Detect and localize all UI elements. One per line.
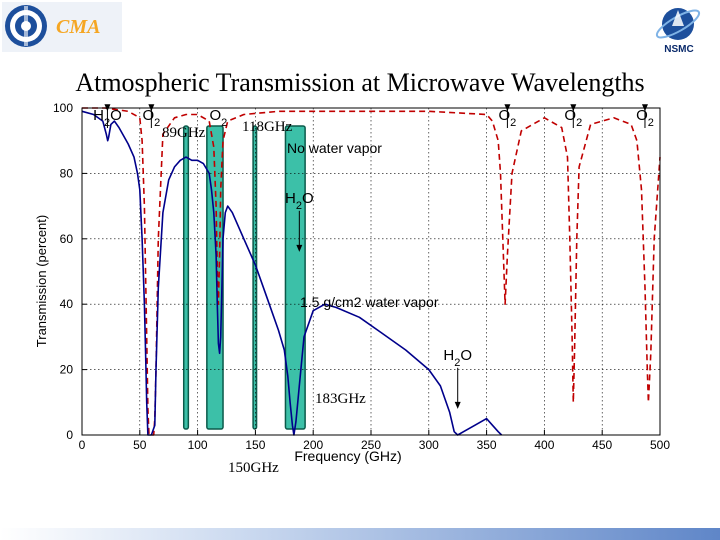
- h2o-arrow-head: [104, 104, 111, 112]
- h2o-label: H2O: [443, 347, 472, 369]
- x-tick-label: 100: [188, 438, 208, 452]
- transmission-chart: Transmission (percent) Frequency (GHz) 0…: [34, 101, 670, 476]
- nsmc-logo: NSMC: [655, 8, 701, 55]
- x-axis-label: Frequency (GHz): [294, 448, 401, 464]
- y-tick-label: 80: [60, 166, 74, 180]
- grid-layer: [82, 108, 660, 435]
- y-axis-label: Transmission (percent): [34, 215, 49, 347]
- o2-label: O2: [142, 107, 160, 129]
- x-tick-label: 300: [419, 438, 439, 452]
- frequency-band: [252, 125, 258, 430]
- label-183ghz: 183GHz: [315, 391, 366, 407]
- y-tick-label: 100: [53, 101, 73, 115]
- h2o-arrow-head: [296, 244, 303, 252]
- o2-label: O2: [564, 107, 582, 129]
- o2-label: O2: [210, 107, 228, 129]
- x-tick-label: 0: [79, 438, 86, 452]
- o2-label: O2: [636, 107, 654, 129]
- footer-band: [0, 528, 720, 540]
- o2-arrow-head: [148, 104, 155, 112]
- nsmc-logo-text: NSMC: [664, 44, 693, 55]
- o2-arrow-head: [504, 104, 511, 112]
- o2-arrow-head: [570, 104, 577, 112]
- cma-logo-text: CMA: [56, 16, 100, 38]
- x-tick-label: 50: [133, 438, 147, 452]
- x-tick-label: 250: [361, 438, 381, 452]
- y-tick-label: 40: [60, 297, 74, 311]
- x-tick-label: 500: [650, 438, 670, 452]
- y-tick-label: 0: [66, 428, 73, 442]
- series-layer: [81, 107, 661, 436]
- label-water-vapor: 1.5 g/cm2 water vapor: [300, 294, 439, 310]
- label-no-water-vapor: No water vapor: [287, 140, 382, 156]
- x-tick-label: 400: [534, 438, 554, 452]
- x-tick-label: 200: [303, 438, 323, 452]
- label-89ghz: 89GHz: [162, 125, 206, 141]
- series-water-vapor: [81, 110, 503, 436]
- x-tick-label: 450: [592, 438, 612, 452]
- y-tick-label: 60: [60, 232, 74, 246]
- axes-layer: Transmission (percent) Frequency (GHz) 0…: [34, 101, 670, 464]
- annotations-layer: No water vapor 1.5 g/cm2 water vapor 89G…: [93, 104, 654, 476]
- series-no-water-vapor: [82, 107, 661, 436]
- label-150ghz: 150GHz: [228, 460, 279, 476]
- o2-label: O2: [499, 107, 517, 129]
- bands-layer: [182, 125, 306, 430]
- y-tick-label: 20: [60, 363, 74, 377]
- x-tick-label: 150: [245, 438, 265, 452]
- h2o-label: H2O: [285, 190, 314, 212]
- label-118ghz: 118GHz: [242, 119, 293, 135]
- cma-logo: CMA: [2, 2, 122, 52]
- o2-arrow-head: [641, 104, 648, 112]
- h2o-arrow-head: [454, 401, 461, 409]
- page-title: Atmospheric Transmission at Microwave Wa…: [75, 68, 645, 97]
- frequency-band: [182, 125, 190, 430]
- header-bar: CMA NSMC: [0, 0, 720, 60]
- x-tick-label: 350: [477, 438, 497, 452]
